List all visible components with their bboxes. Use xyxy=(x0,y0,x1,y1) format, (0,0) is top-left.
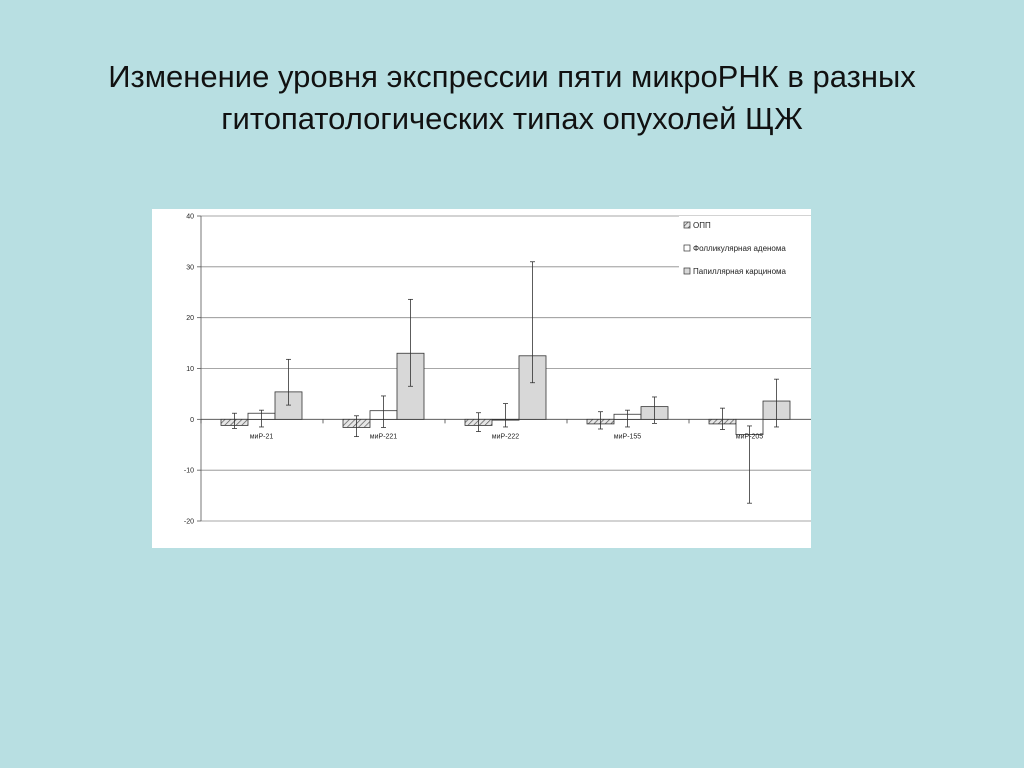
chart-panel: 40 30 20 10 0 -10 -20 миР-21 миР-221 миР-222 миР-… xyxy=(152,209,811,548)
category-label: миР-155 xyxy=(614,433,642,440)
error-bars xyxy=(232,261,779,504)
legend-box xyxy=(679,216,811,286)
category-label: миР-221 xyxy=(370,433,398,440)
category-label: миР-222 xyxy=(492,433,520,440)
category-label: миР-205 xyxy=(736,433,764,440)
legend-label: Папиллярная карцинома xyxy=(693,267,787,276)
legend-label: Фолликулярная аденома xyxy=(693,244,786,253)
legend-swatch xyxy=(683,244,691,252)
y-tick-label: 30 xyxy=(186,264,194,271)
category-label: миР-21 xyxy=(250,433,274,440)
slide-title-line-1: Изменение уровня экспрессии пяти микроРН… xyxy=(108,59,916,94)
y-tick-label: 40 xyxy=(186,214,194,221)
y-tick-label: 0 xyxy=(190,417,194,424)
category-labels: миР-21 миР-221 миР-222 миР-155 миР-205 xyxy=(250,433,764,440)
legend: ОПП Фолликулярная аденома Папиллярная карц… xyxy=(679,216,811,286)
y-tick-label: -20 xyxy=(184,519,194,526)
legend-swatch xyxy=(683,267,691,275)
legend-label: ОПП xyxy=(693,221,711,230)
y-tick-label: 10 xyxy=(186,366,194,373)
slide-title-line-2: гитопатологических типах опухолей ЩЖ xyxy=(221,101,803,136)
legend-swatch xyxy=(683,221,691,229)
slide-title: Изменение уровня экспрессии пяти микроРН… xyxy=(0,56,1024,140)
y-tick-label: -10 xyxy=(184,468,194,475)
y-tick-label: 20 xyxy=(186,315,194,322)
